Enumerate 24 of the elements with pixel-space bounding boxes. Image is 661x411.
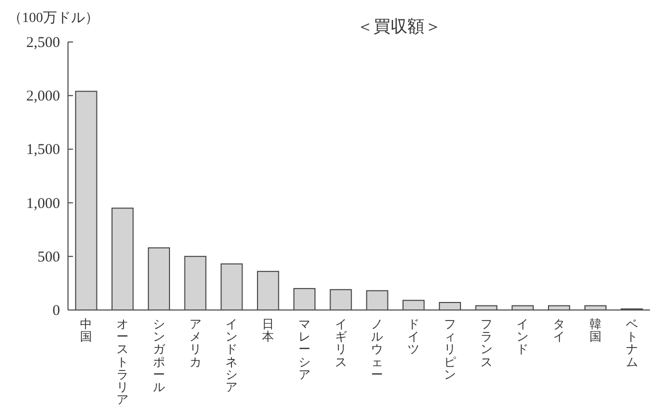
x-tick-label: インドネシア	[226, 317, 238, 394]
y-tick-label: 1,500	[26, 142, 60, 158]
y-axis-title: （100万ドル）	[8, 11, 99, 26]
y-tick-label: 500	[38, 249, 60, 266]
y-tick-label: 1,000	[26, 196, 60, 212]
x-tick-label: 中国	[80, 317, 92, 344]
y-tick-label: 2,000	[26, 88, 60, 105]
x-tick-label: ドイツ	[408, 317, 420, 356]
x-tick-label: インド	[516, 317, 529, 356]
x-tick-label: タイ	[553, 317, 566, 344]
x-tick-label: 韓国	[589, 317, 602, 344]
x-tick-label: ノルウェー	[371, 317, 384, 382]
x-tick-label: マレーシア	[298, 317, 310, 382]
x-tick-label: シンガポール	[152, 317, 166, 394]
x-tick-label: ベトナム	[626, 317, 638, 369]
x-tick-label: フィリピン	[444, 317, 456, 382]
y-tick-label: 0	[52, 303, 60, 319]
x-tick-label: フランス	[480, 317, 492, 369]
x-tick-label: 日本	[262, 317, 274, 344]
y-tick-label: 2,500	[26, 35, 60, 51]
x-tick-label: アメリカ	[189, 317, 202, 369]
x-tick-label: オーストラリア	[116, 317, 129, 407]
x-tick-label: イギリス	[334, 317, 347, 369]
chart-title: ＜買収額＞	[356, 17, 442, 36]
